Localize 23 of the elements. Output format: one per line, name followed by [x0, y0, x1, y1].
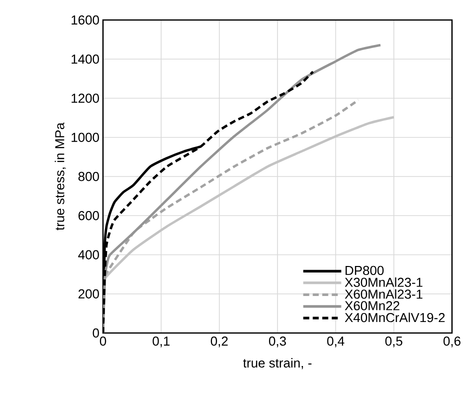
y-tick-label: 1200 — [72, 94, 99, 103]
legend-label: X60MnAl23-1 — [344, 289, 422, 299]
x-tick-label: 0,6 — [444, 336, 460, 348]
x-tick-label: 0,3 — [269, 336, 286, 348]
y-tick-label: 1400 — [72, 54, 99, 64]
x-tick-label: 0,5 — [385, 336, 402, 348]
y-tick-label: 600 — [78, 211, 99, 220]
y-tick-label: 1000 — [72, 132, 99, 142]
y-tick-label: 400 — [78, 250, 99, 260]
y-axis-title: true stress, in MPa — [54, 122, 66, 230]
y-tick-label: 0 — [92, 328, 99, 338]
y-tick-label: 200 — [78, 289, 99, 298]
y-tick-label: 800 — [78, 172, 99, 182]
x-tick-label: 0,1 — [152, 336, 170, 348]
legend-label: DP800 — [346, 266, 384, 276]
x-axis-title: true strain, - — [243, 358, 312, 370]
legend-label: X60Mn22 — [344, 301, 400, 310]
x-tick-label: 0 — [100, 336, 106, 346]
y-tick-label: 1600 — [72, 15, 99, 25]
x-tick-label: 0,2 — [210, 336, 228, 348]
x-tick-label: 0,4 — [327, 336, 344, 348]
legend-label: X30MnAl23-1 — [344, 277, 422, 287]
legend-label: X40MnCrAlV19-2 — [344, 312, 445, 322]
